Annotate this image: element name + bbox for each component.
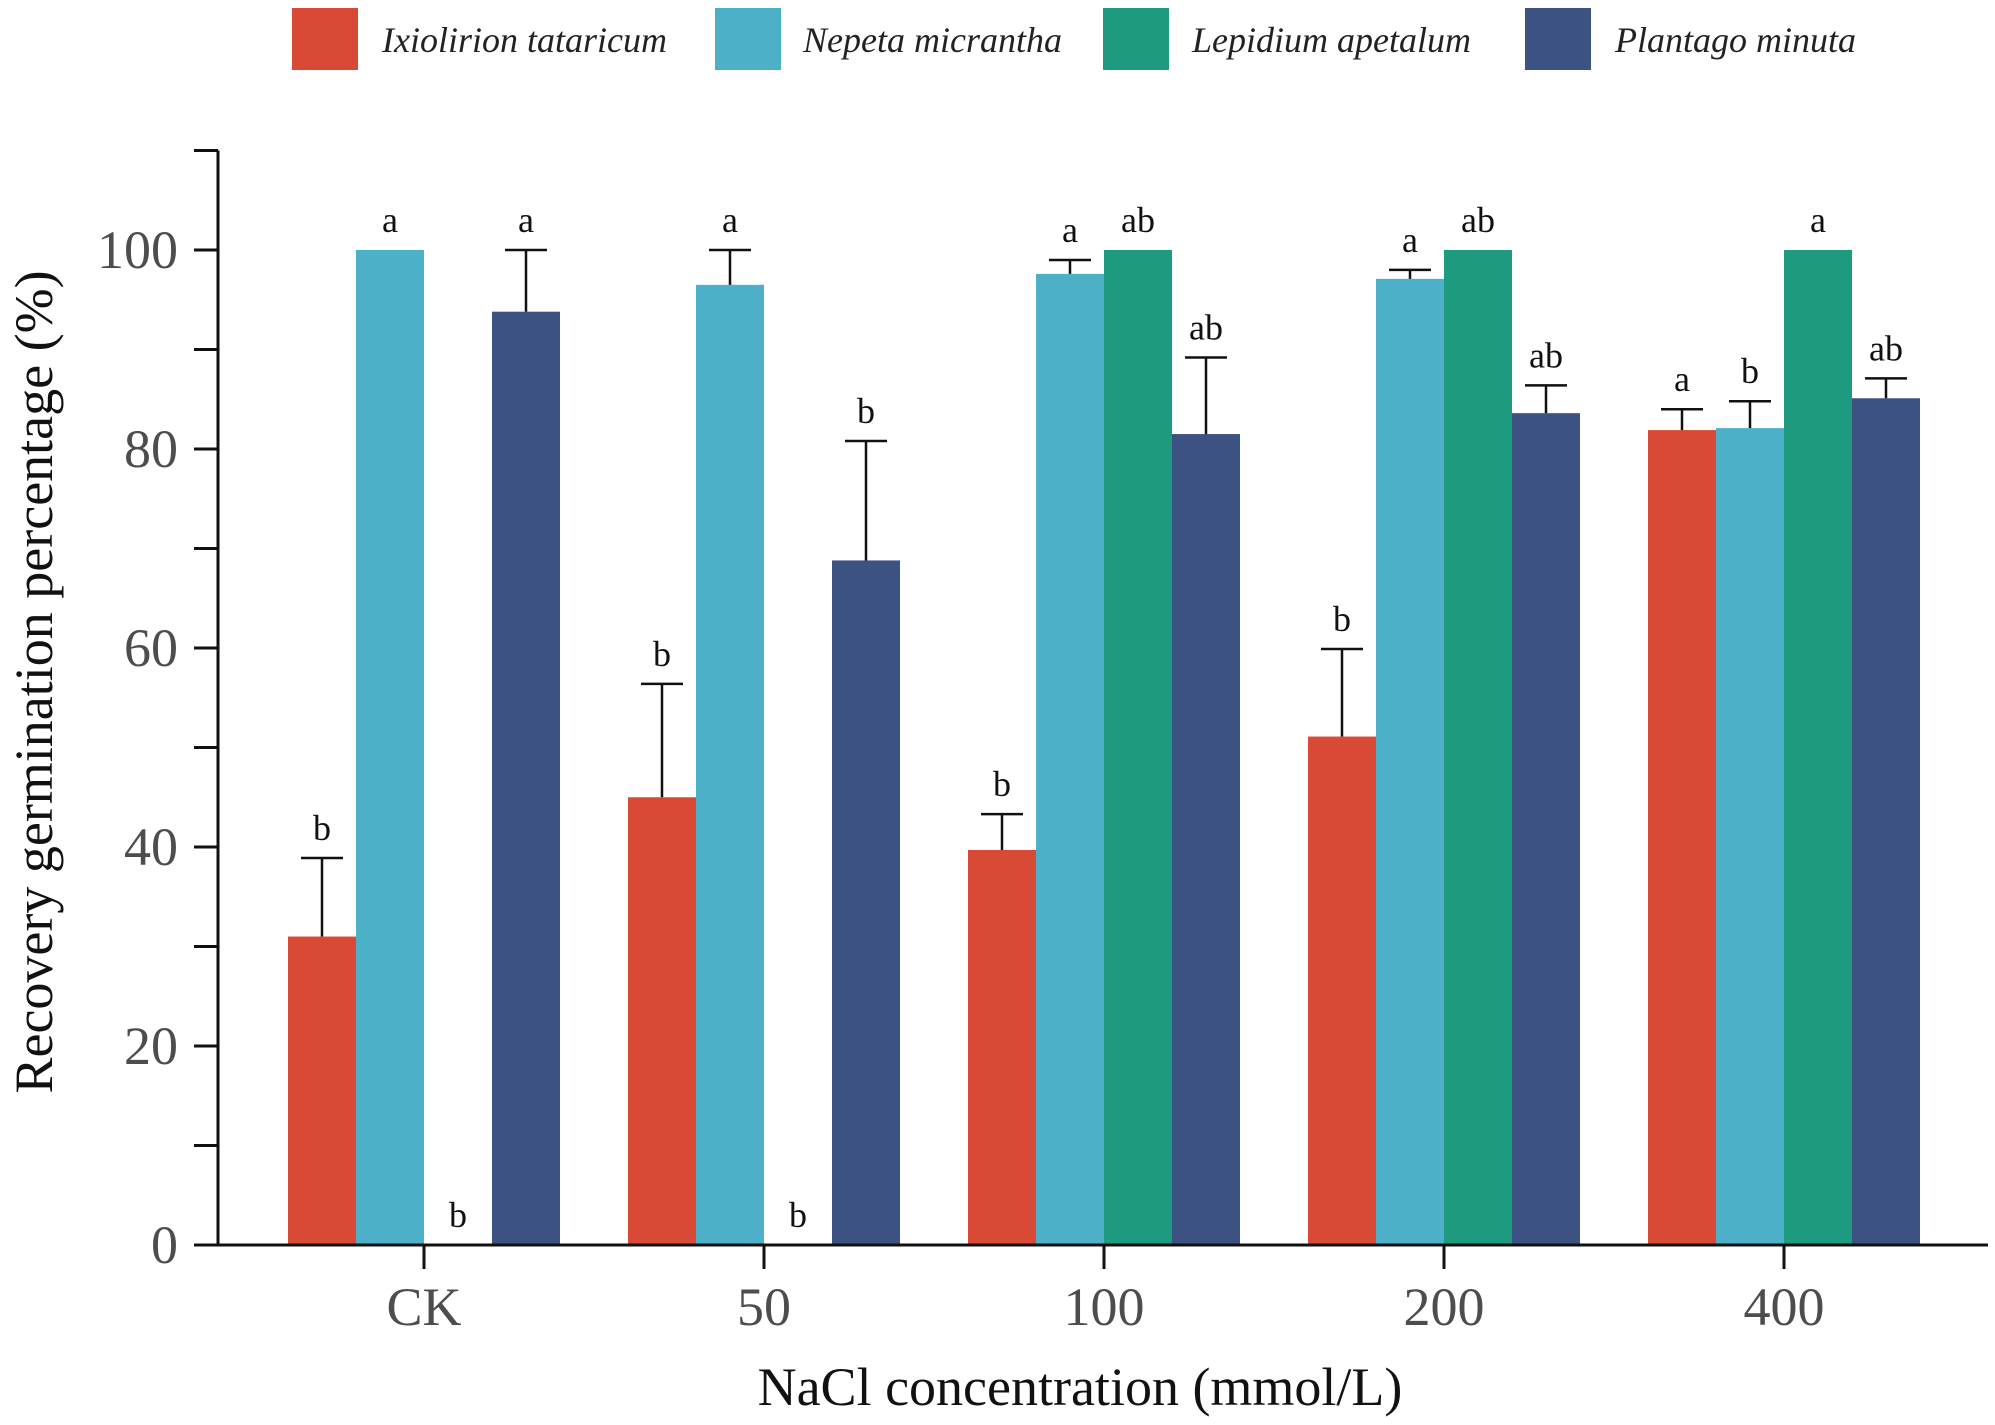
- sig-label-1-50: b: [653, 634, 671, 674]
- sig-label-3-100: ab: [1121, 200, 1155, 240]
- y-tick-label-100: 100: [97, 220, 178, 280]
- bar-2-400: [1716, 428, 1784, 1246]
- bar-2-50: [696, 284, 764, 1245]
- x-tick-label-100: 100: [1064, 1277, 1145, 1337]
- sig-label-4-200: ab: [1529, 335, 1563, 375]
- sig-label-1-CK: b: [313, 808, 331, 848]
- bar-4-400: [1852, 398, 1920, 1245]
- sig-label-4-100: ab: [1189, 307, 1223, 347]
- bar-1-200: [1308, 736, 1376, 1245]
- legend-swatch-1: [292, 8, 358, 70]
- sig-label-2-CK: a: [382, 200, 398, 240]
- sig-label-4-400: ab: [1869, 328, 1903, 368]
- sig-label-3-CK: b: [449, 1195, 467, 1235]
- sig-label-2-400: b: [1741, 351, 1759, 391]
- y-tick-label-80: 80: [124, 419, 178, 479]
- sig-label-3-200: ab: [1461, 200, 1495, 240]
- sig-label-2-100: a: [1062, 210, 1078, 250]
- legend-label-1: Ixiolirion tataricum: [381, 20, 667, 60]
- bar-1-100: [968, 849, 1036, 1245]
- bars: [288, 250, 1920, 1246]
- legend-label-3: Lepidium apetalum: [1191, 20, 1471, 60]
- x-tick-label-CK: CK: [386, 1277, 461, 1337]
- legend-swatch-4: [1525, 8, 1591, 70]
- y-tick-label-0: 0: [151, 1215, 178, 1275]
- bar-4-CK: [492, 311, 560, 1245]
- bar-3-200: [1444, 250, 1512, 1245]
- sig-label-1-100: b: [993, 764, 1011, 804]
- legend-label-2: Nepeta micrantha: [802, 20, 1062, 60]
- sig-label-3-50: b: [789, 1195, 807, 1235]
- sig-label-2-200: a: [1402, 220, 1418, 260]
- error-bars: [301, 248, 1907, 937]
- y-axis-title: Recovery germination percentage (%): [4, 270, 64, 1093]
- x-axis-title: NaCl concentration (mmol/L): [758, 1357, 1403, 1417]
- bar-1-400: [1648, 430, 1716, 1246]
- bar-1-50: [628, 797, 696, 1245]
- sig-label-3-400: a: [1810, 200, 1826, 240]
- y-tick-label-40: 40: [124, 817, 178, 877]
- sig-label-4-CK: a: [518, 200, 534, 240]
- bar-3-100: [1104, 250, 1172, 1245]
- bar-1-CK: [288, 936, 356, 1245]
- sig-label-1-200: b: [1333, 599, 1351, 639]
- sig-label-1-400: a: [1674, 359, 1690, 399]
- legend-swatch-2: [715, 8, 781, 70]
- axes: 0 20 40 60 80 100 CK 50 100 200 400: [97, 149, 1988, 1337]
- sig-label-2-50: a: [722, 200, 738, 240]
- bar-2-200: [1376, 278, 1444, 1246]
- sig-label-4-50: b: [857, 391, 875, 431]
- x-tick-label-50: 50: [737, 1277, 791, 1337]
- y-tick-label-60: 60: [124, 618, 178, 678]
- bar-2-100: [1036, 273, 1104, 1245]
- bar-4-50: [832, 560, 900, 1245]
- legend-label-4: Plantago minuta: [1614, 20, 1856, 60]
- bar-4-200: [1512, 413, 1580, 1245]
- y-tick-label-20: 20: [124, 1016, 178, 1076]
- x-tick-label-200: 200: [1404, 1277, 1485, 1337]
- bar-4-100: [1172, 434, 1240, 1245]
- legend-swatch-3: [1103, 8, 1169, 70]
- x-tick-label-400: 400: [1744, 1277, 1825, 1337]
- bar-2-CK: [356, 250, 424, 1245]
- bar-3-400: [1784, 250, 1852, 1245]
- legend: Ixiolirion tataricum Nepeta micrantha Lepi…: [292, 8, 1856, 70]
